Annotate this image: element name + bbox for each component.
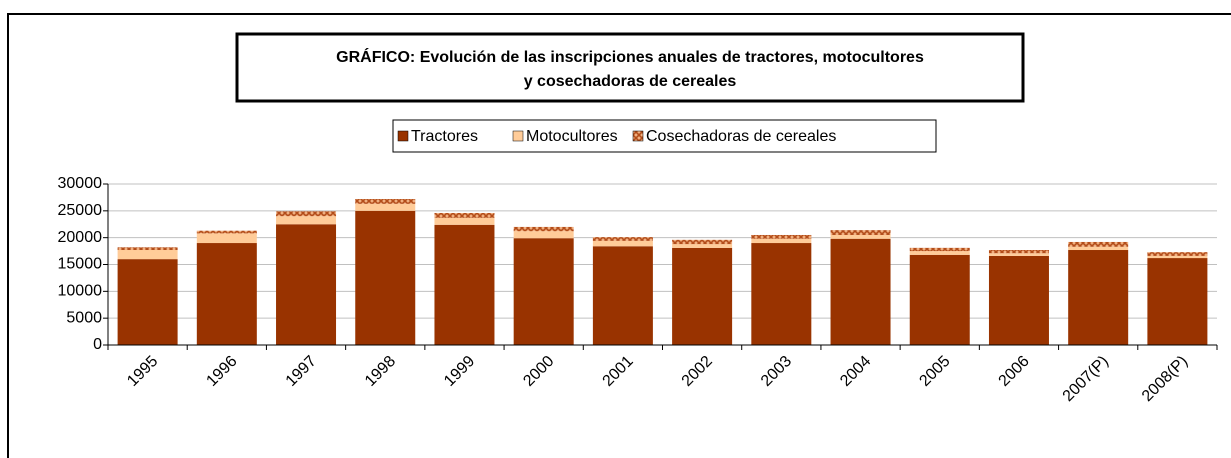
bar-segment (513, 226, 574, 232)
bar-segment (434, 224, 495, 345)
bar-segment (988, 255, 1049, 345)
bar-segment (276, 211, 337, 217)
bar-segment (1147, 255, 1208, 259)
y-tick-label: 15000 (58, 256, 103, 273)
bar-segment (751, 234, 812, 239)
bar-segment (513, 238, 574, 345)
legend-label: Motocultores (526, 128, 618, 145)
bar-segment (117, 250, 178, 260)
bar-segment (196, 230, 257, 234)
legend-label: Tractores (411, 128, 478, 145)
legend-swatch (632, 130, 644, 142)
chart-title: y cosechadoras de cereales (524, 73, 737, 90)
chart-title: GRÁFICO: Evolución de las inscripciones … (336, 47, 924, 66)
bar-segment (672, 247, 733, 345)
bar-segment (276, 224, 337, 345)
legend-box (392, 119, 937, 153)
bar-segment (909, 251, 970, 255)
bar-segment (276, 216, 337, 225)
bar-segment (117, 259, 178, 345)
legend-label: Cosechadoras de cereales (646, 128, 836, 145)
bar-segment (592, 240, 653, 247)
y-tick-label: 25000 (58, 202, 103, 219)
bar-segment (434, 212, 495, 218)
bar-segment (1068, 241, 1129, 247)
bar-segment (909, 247, 970, 252)
bar-segment (1147, 258, 1208, 345)
bar-segment (196, 233, 257, 244)
bar-segment (592, 246, 653, 345)
y-tick-label: 0 (93, 336, 102, 353)
bar-segment (751, 243, 812, 345)
bar-segment (988, 250, 1049, 254)
bar-segment (1147, 252, 1208, 256)
legend-swatch (512, 130, 524, 142)
y-tick-label: 10000 (58, 283, 103, 300)
y-tick-label: 30000 (58, 175, 103, 192)
bar-segment (672, 244, 733, 248)
bar-segment (830, 238, 891, 345)
legend-swatch (397, 130, 409, 142)
bar-segment (592, 237, 653, 241)
bar-segment (830, 234, 891, 239)
bar-segment (1068, 250, 1129, 345)
y-tick-label: 5000 (66, 309, 102, 326)
bar-segment (355, 203, 416, 211)
y-tick-label: 20000 (58, 229, 103, 246)
bar-segment (1068, 246, 1129, 251)
bar-segment (355, 210, 416, 345)
bar-segment (513, 231, 574, 239)
bar-segment (355, 199, 416, 204)
title-box (235, 32, 1025, 103)
bar-segment (830, 230, 891, 235)
bar-segment (909, 254, 970, 345)
bar-segment (434, 217, 495, 225)
bar-segment (988, 253, 1049, 256)
bar-segment (672, 239, 733, 245)
bar-segment (196, 243, 257, 345)
bar-segment (117, 247, 178, 251)
bar-segment (751, 238, 812, 244)
